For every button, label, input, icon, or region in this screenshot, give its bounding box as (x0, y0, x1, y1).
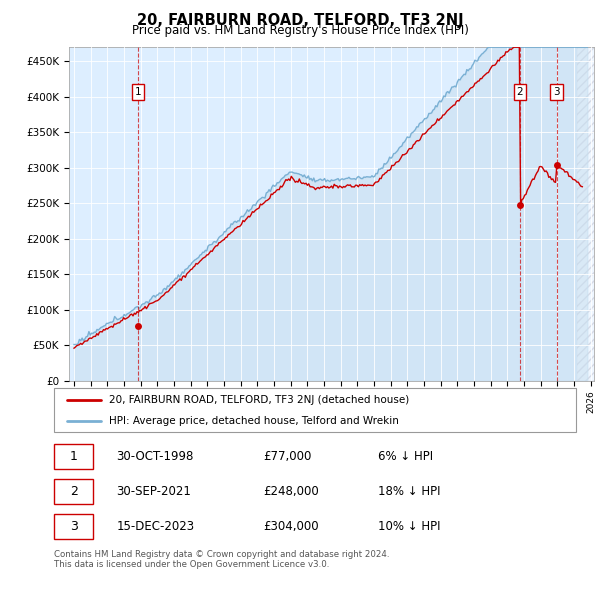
Text: 15-DEC-2023: 15-DEC-2023 (116, 520, 195, 533)
Text: 2: 2 (517, 87, 523, 97)
Text: 3: 3 (553, 87, 560, 97)
Text: 20, FAIRBURN ROAD, TELFORD, TF3 2NJ (detached house): 20, FAIRBURN ROAD, TELFORD, TF3 2NJ (det… (109, 395, 409, 405)
Bar (577, 47, 599, 381)
FancyBboxPatch shape (54, 513, 93, 539)
Text: 30-OCT-1998: 30-OCT-1998 (116, 450, 194, 463)
Text: 3: 3 (70, 520, 77, 533)
Text: £248,000: £248,000 (263, 484, 319, 498)
Text: 6% ↓ HPI: 6% ↓ HPI (377, 450, 433, 463)
Text: 30-SEP-2021: 30-SEP-2021 (116, 484, 191, 498)
FancyBboxPatch shape (54, 478, 93, 504)
FancyBboxPatch shape (54, 444, 93, 469)
Text: 20, FAIRBURN ROAD, TELFORD, TF3 2NJ: 20, FAIRBURN ROAD, TELFORD, TF3 2NJ (137, 13, 463, 28)
Text: 1: 1 (70, 450, 77, 463)
Text: 1: 1 (134, 87, 141, 97)
Text: 18% ↓ HPI: 18% ↓ HPI (377, 484, 440, 498)
Text: 10% ↓ HPI: 10% ↓ HPI (377, 520, 440, 533)
Text: £304,000: £304,000 (263, 520, 319, 533)
Text: £77,000: £77,000 (263, 450, 311, 463)
FancyBboxPatch shape (54, 388, 576, 432)
Text: 2: 2 (70, 484, 77, 498)
Text: Price paid vs. HM Land Registry's House Price Index (HPI): Price paid vs. HM Land Registry's House … (131, 24, 469, 37)
Text: Contains HM Land Registry data © Crown copyright and database right 2024.
This d: Contains HM Land Registry data © Crown c… (54, 550, 389, 569)
Text: HPI: Average price, detached house, Telford and Wrekin: HPI: Average price, detached house, Telf… (109, 416, 398, 426)
